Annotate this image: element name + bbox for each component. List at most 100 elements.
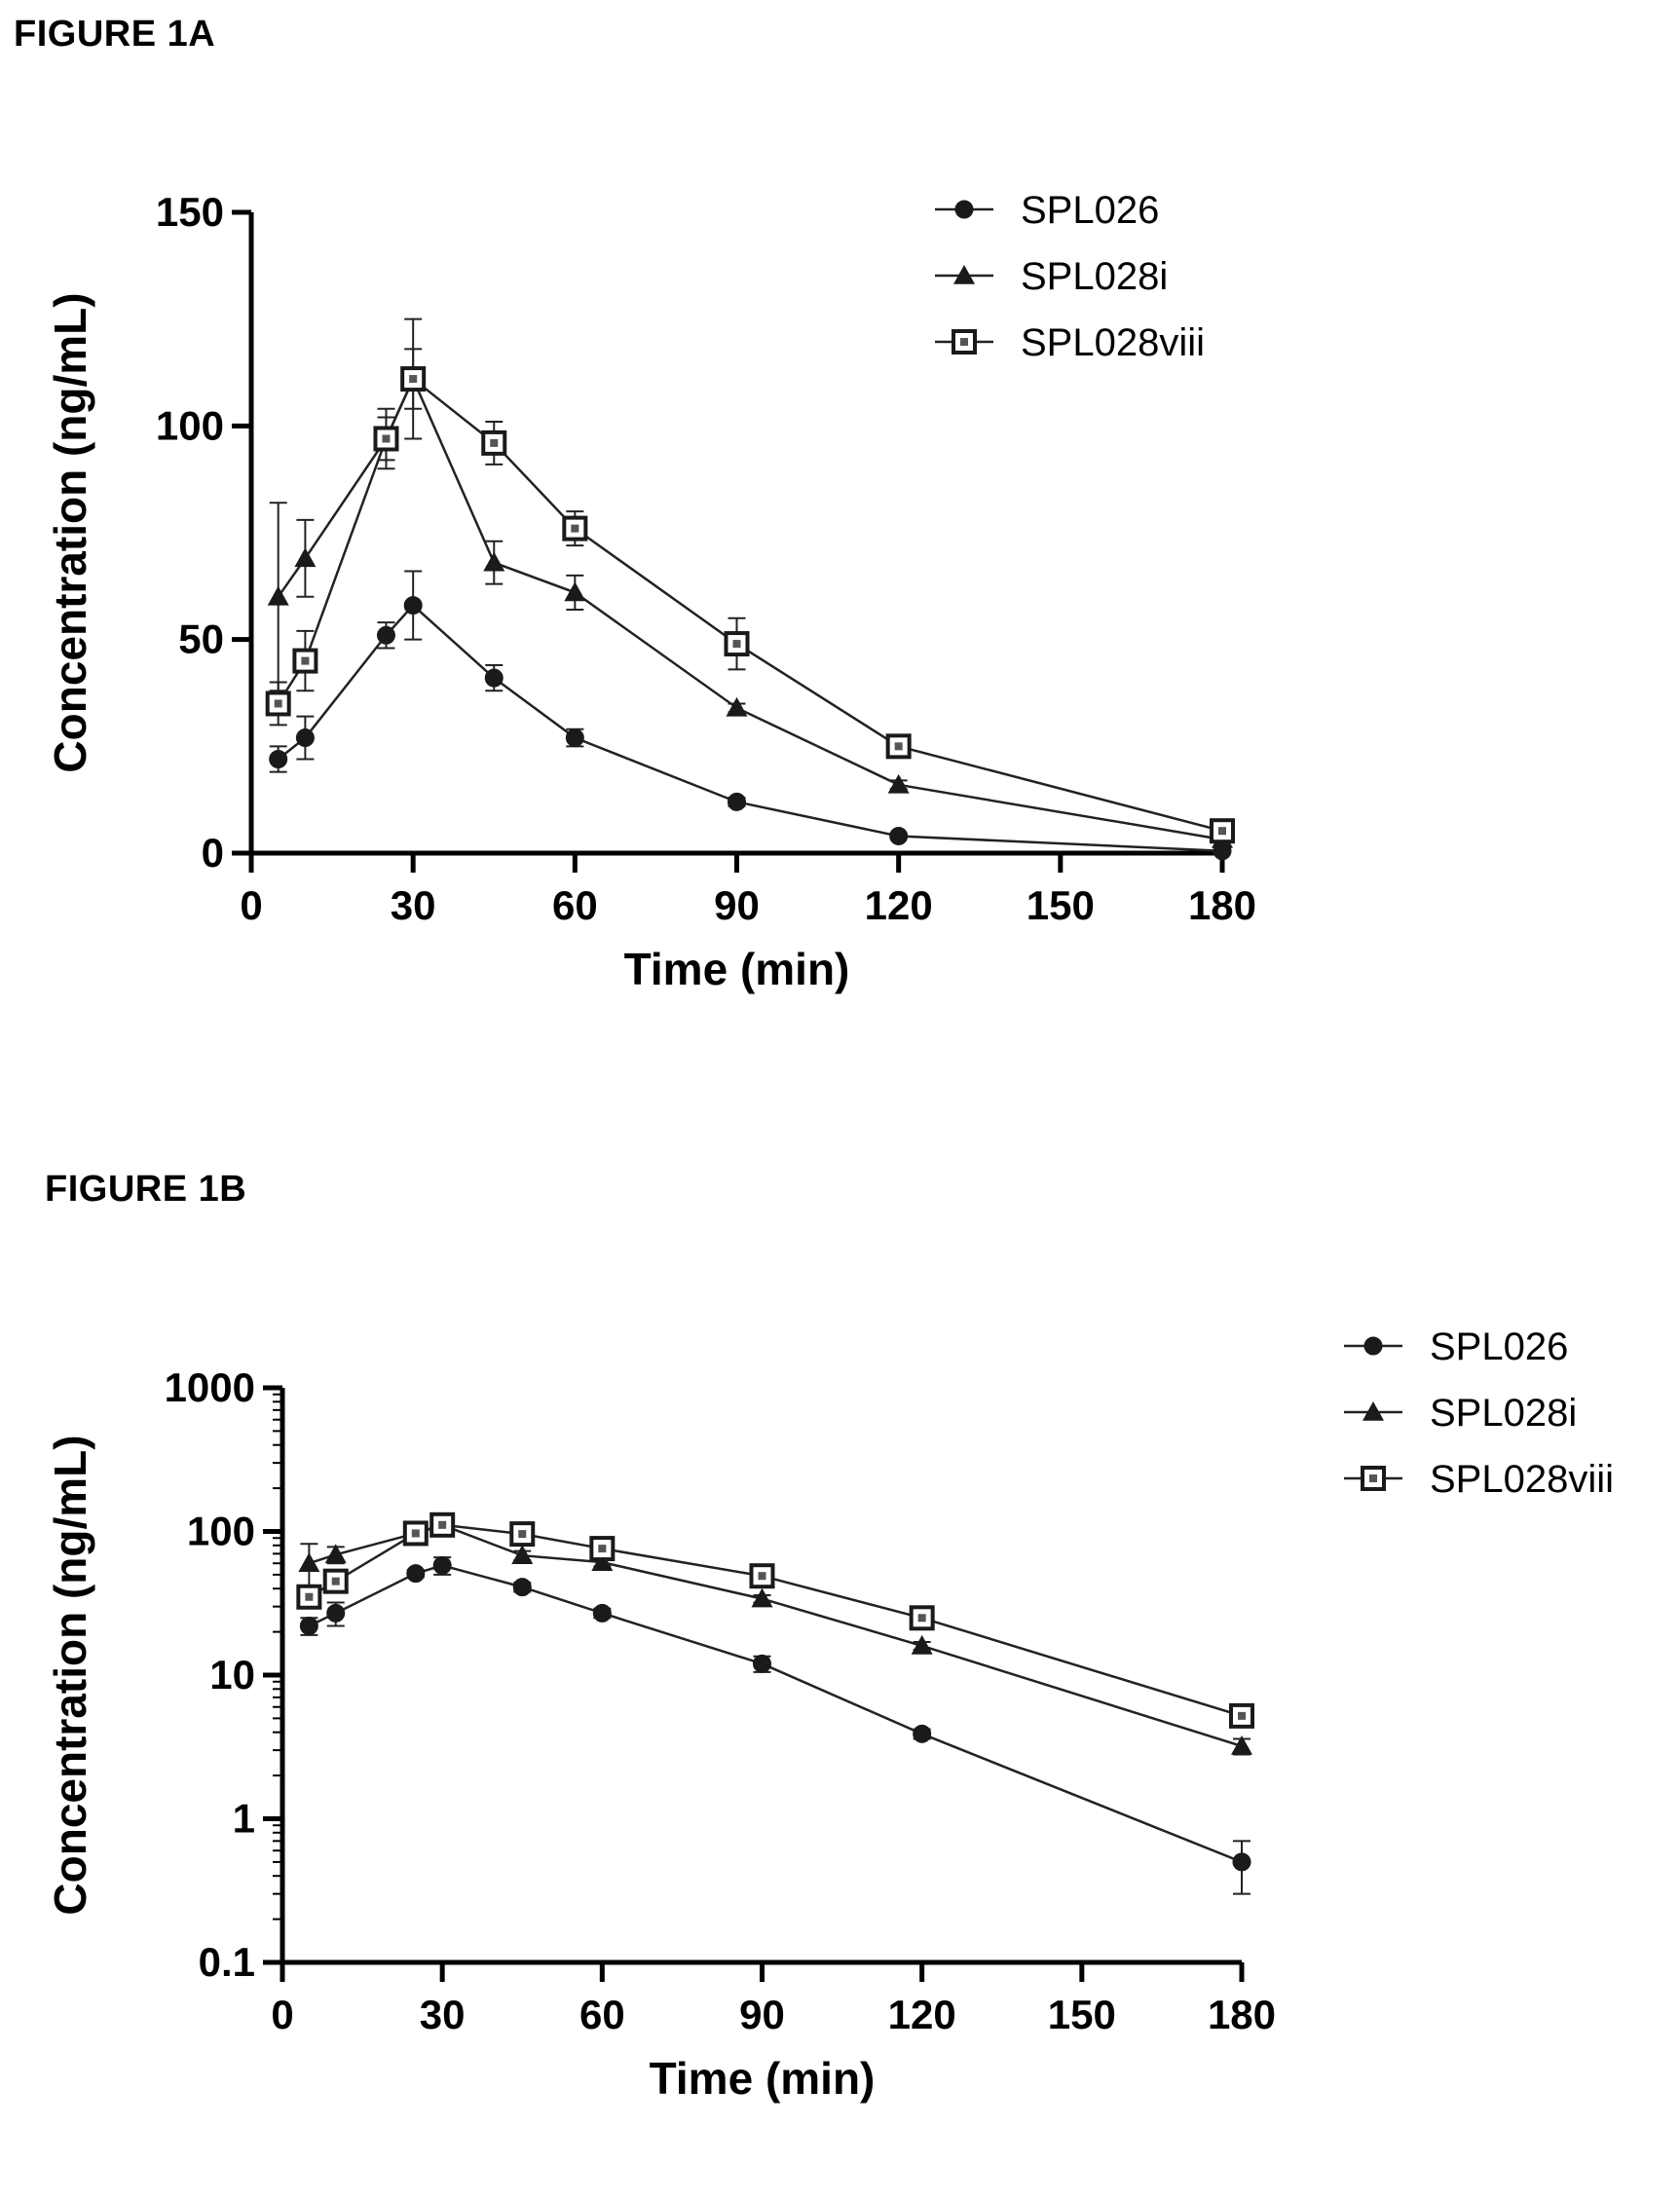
data-point-center [917,1614,926,1623]
legend-label: SPL028viii [1021,321,1205,364]
data-point-center [732,640,741,649]
x-tick-label: 120 [865,882,933,928]
legend-marker [954,200,974,219]
data-point-center [1218,827,1226,836]
y-tick-label: 10 [209,1652,255,1697]
legend-item-spl026: SPL026 [1344,1325,1568,1368]
data-point-center [331,1577,340,1585]
data-point-center [411,1529,420,1538]
legend-item-spl028viii: SPL028viii [1344,1458,1614,1501]
x-axis-title: Time (min) [624,944,850,994]
data-point [376,625,395,645]
y-tick-label: 1000 [165,1364,255,1410]
series-line [308,1523,1243,1718]
data-point [324,1544,347,1564]
data-point [267,585,289,606]
x-tick-label: 0 [240,882,262,928]
legend-item-spl028viii: SPL028viii [935,321,1205,364]
data-point [483,551,505,572]
x-tick-label: 30 [391,882,436,928]
x-tick-label: 180 [1188,882,1256,928]
data-point [511,1545,534,1565]
chart-figure-1a: 0 50 100 150 0 30 60 90 120 150 180 Time (min) Conce… [45,189,1256,994]
data-point [1231,1735,1252,1755]
legend-marker-center [960,338,968,346]
x-axis-title: Time (min) [650,2053,876,2104]
data-point-center [1238,1711,1246,1720]
y-axis-title: Concentration (ng/mL) [45,1435,95,1915]
x-tick-label: 60 [579,1992,625,2037]
data-point [564,581,586,602]
data-point [911,1634,933,1655]
x-tick-label: 60 [552,882,598,928]
y-tick-label: 150 [156,189,224,235]
series-line [277,603,1223,853]
x-tick-label: 150 [1048,1992,1116,2037]
data-point-center [301,656,310,665]
data-point [889,826,909,845]
data-point [403,596,423,616]
data-point-center [274,699,282,708]
legend-marker-center [1369,1474,1377,1482]
x-tick-label: 0 [271,1992,293,2037]
data-point [565,728,584,748]
data-point-center [894,742,903,751]
data-point [299,1616,318,1635]
y-tick-label: 1 [233,1796,255,1842]
legend-label: SPL026 [1021,189,1159,232]
data-point-center [598,1545,607,1553]
figure-1a-label: FIGURE 1A [14,14,216,55]
data-point [298,1552,320,1573]
series-spl026 [269,570,1232,861]
y-axis-title: Concentration (ng/mL) [45,292,95,772]
legend-label: SPL028i [1021,255,1168,298]
data-point-center [305,1592,314,1601]
x-tick-label: 30 [420,1992,466,2037]
y-tick-label: 100 [187,1509,255,1554]
legend-label: SPL028i [1430,1392,1577,1435]
series-spl028i [298,1513,1252,1756]
data-point-center [758,1572,766,1581]
x-tick-label: 120 [888,1992,956,2037]
data-point-center [382,434,391,443]
series-spl028viii [265,348,1235,844]
data-point [753,1654,771,1673]
series-line [308,1564,1243,1864]
data-point-center [571,524,579,533]
legend-label: SPL026 [1430,1325,1568,1368]
data-point-center [490,438,499,447]
figure-1b-label: FIGURE 1B [45,1169,247,1210]
data-point [295,728,315,748]
legend-item-spl028i: SPL028i [1344,1392,1577,1435]
series-spl026 [299,1555,1251,1895]
x-tick-label: 90 [714,882,760,928]
data-point [726,696,748,717]
chart-figure-1b: 0.1 1 10 100 1000 0 30 60 90 120 150 180 Time (min) C… [45,1325,1614,2104]
data-point [913,1724,932,1743]
data-point [432,1555,452,1575]
data-point [269,749,288,768]
data-point [728,792,746,811]
data-point [406,1564,426,1584]
data-point [484,668,504,688]
legend-marker [1363,1401,1384,1421]
data-point [1232,1852,1251,1872]
data-point [326,1603,346,1623]
data-point [751,1587,773,1608]
data-point [294,547,317,568]
data-point [512,1578,532,1597]
legend-item-spl028i: SPL028i [935,255,1168,298]
y-tick-label: 0.1 [199,1939,255,1985]
data-point [887,773,910,794]
x-tick-label: 150 [1027,882,1095,928]
y-tick-label: 0 [202,830,224,876]
legend-marker [953,265,975,284]
legend-item-spl026: SPL026 [935,189,1159,232]
y-tick-label: 100 [156,402,224,448]
data-point-center [409,375,418,384]
x-tick-label: 180 [1208,1992,1276,2037]
y-tick-label: 50 [178,616,224,662]
x-tick-label: 90 [739,1992,785,2037]
data-point [592,1603,612,1623]
legend-marker [1363,1336,1383,1356]
